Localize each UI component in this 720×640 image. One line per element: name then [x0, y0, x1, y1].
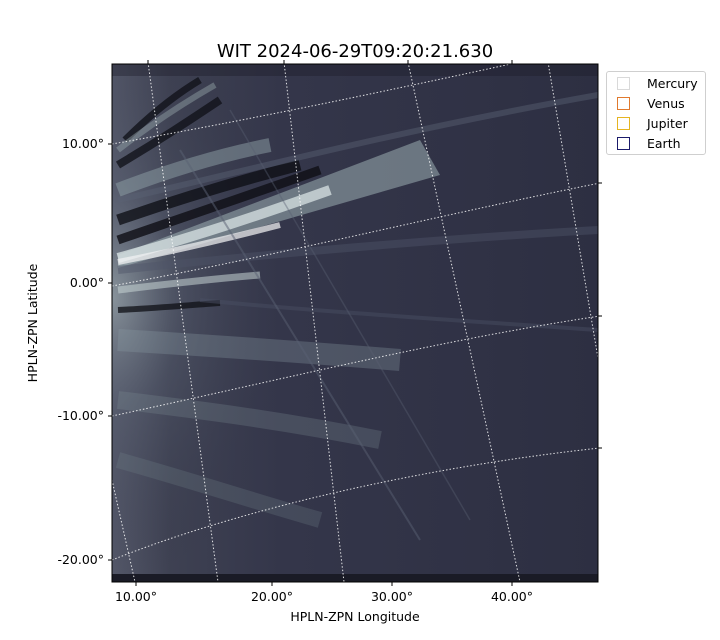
- legend-item: Venus: [617, 94, 685, 112]
- y-tick-label: -20.00°: [57, 552, 104, 567]
- legend: Mercury Venus Jupiter Earth: [606, 71, 706, 155]
- x-tick-label: 40.00°: [491, 589, 533, 604]
- x-tick-label: 10.00°: [115, 589, 157, 604]
- y-tick-label: 0.00°: [70, 275, 104, 290]
- x-tick-label: 30.00°: [371, 589, 413, 604]
- x-tick-label: 20.00°: [251, 589, 293, 604]
- plot-title: WIT 2024-06-29T09:20:21.630: [217, 41, 493, 62]
- legend-item: Earth: [617, 134, 681, 152]
- coordinate-grid: [112, 64, 598, 582]
- legend-swatch: [617, 116, 630, 130]
- plot-frame: [111, 63, 599, 583]
- legend-swatch: [617, 96, 630, 110]
- legend-label: Mercury: [647, 75, 698, 91]
- x-axis-label: HPLN-ZPN Longitude: [290, 609, 420, 624]
- solar-wind-image: [112, 64, 598, 582]
- y-axis-label: HPLN-ZPN Latitude: [25, 263, 40, 382]
- legend-label: Jupiter: [647, 115, 688, 131]
- y-tick-label: 10.00°: [62, 136, 104, 151]
- legend-item: Jupiter: [617, 114, 688, 132]
- legend-label: Earth: [647, 135, 681, 151]
- legend-label: Venus: [647, 95, 685, 111]
- y-tick-label: -10.00°: [57, 408, 104, 423]
- legend-swatch: [617, 76, 630, 90]
- legend-swatch: [617, 136, 630, 150]
- legend-item: Mercury: [617, 74, 698, 92]
